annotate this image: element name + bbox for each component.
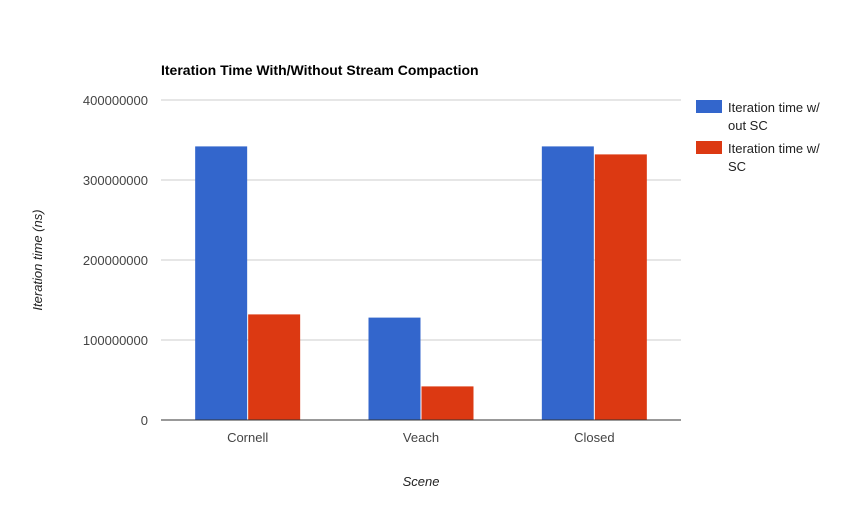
bar-veach-series-1 [368,317,421,420]
bar-cornell-series-1 [195,146,248,420]
bar-closed-series-2 [594,154,647,420]
y-tick-label: 300000000 [83,173,148,188]
bar-cornell-series-2 [248,314,301,420]
gridlines [161,99,681,341]
x-axis-title: Scene [403,474,440,489]
y-tick-label: 400000000 [83,93,148,108]
x-tick-label: Cornell [227,430,268,445]
legend-label: out SC [728,118,768,133]
y-tick-labels: 0 100000000 200000000 300000000 400000000 [83,93,148,428]
bars [195,146,647,420]
chart-title: Iteration Time With/Without Stream Compa… [161,62,479,78]
y-tick-label: 0 [141,413,148,428]
x-tick-labels: Cornell Veach Closed [227,430,614,445]
x-tick-label: Closed [574,430,614,445]
x-tick-label: Veach [403,430,439,445]
y-tick-label: 100000000 [83,333,148,348]
legend-swatch-1 [696,100,722,113]
bar-veach-series-2 [421,386,474,420]
y-tick-label: 200000000 [83,253,148,268]
legend-swatch-2 [696,141,722,154]
legend-label: SC [728,159,746,174]
legend-label: Iteration time w/ [728,141,820,156]
legend-label: Iteration time w/ [728,100,820,115]
bar-closed-series-1 [541,146,594,420]
legend: Iteration time w/out SC Iteration time w/… [696,100,820,174]
y-axis-title: Iteration time (ns) [30,209,45,310]
